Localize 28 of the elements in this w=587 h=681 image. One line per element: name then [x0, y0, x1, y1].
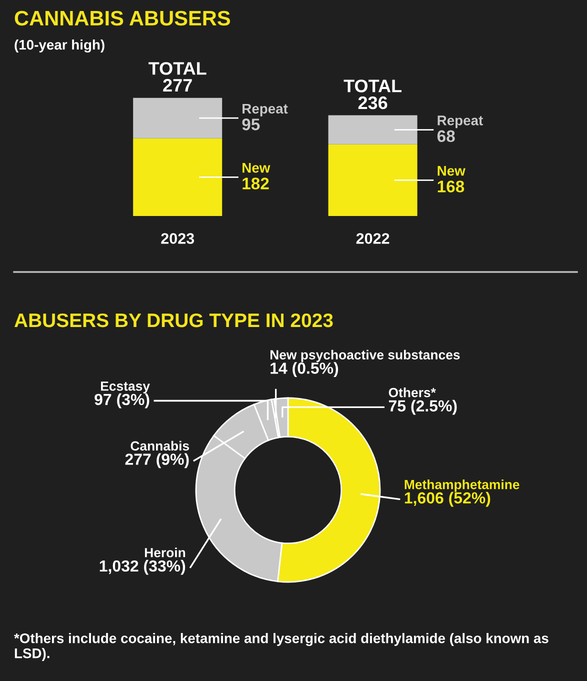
text: *Others include cocaine, ketamine and lysergic acid diethylamide (also known as LSD). [14, 633, 548, 661]
data-label: 75 (2.5%) [388, 400, 457, 415]
data-label: 182 [242, 178, 269, 190]
slice-label: Others* [388, 388, 436, 398]
x-tick-label: 2022 [356, 233, 390, 244]
slice-label: Methamphetamine [404, 480, 520, 492]
slice-label: Heroin [144, 548, 186, 558]
series-label: New [438, 166, 466, 176]
data-label: 1,032 (33%) [100, 560, 186, 575]
slice-label: Ecstasy [101, 382, 150, 394]
slice-label: New psychoactive substances [270, 350, 460, 362]
data-label: 97 (3%) [94, 393, 150, 408]
slice-label: Cannabis [130, 440, 190, 451]
data-label: 95 [242, 118, 260, 130]
text: New [242, 163, 270, 173]
chart-title: ABUSERS BY DRUG TYPE IN 2023 [14, 313, 333, 328]
text: Repeat [242, 104, 288, 116]
total-label: TOTAL 277 [148, 62, 206, 92]
data-label: 168 [438, 180, 464, 192]
data-label: 14 (0.5%) [270, 362, 338, 378]
chart-title: CANNABIS ABUSERS [14, 10, 230, 26]
data-label: 1,606 (52%) [404, 492, 490, 507]
total-label: TOTAL 236 [344, 80, 402, 110]
data-label: 277 (9%) [125, 453, 189, 468]
data-label: 68 [437, 130, 455, 142]
x-tick-label: 2023 [161, 233, 194, 244]
chart-subtitle: (10-year high) [14, 39, 104, 53]
series-label: Repeat [438, 116, 483, 128]
